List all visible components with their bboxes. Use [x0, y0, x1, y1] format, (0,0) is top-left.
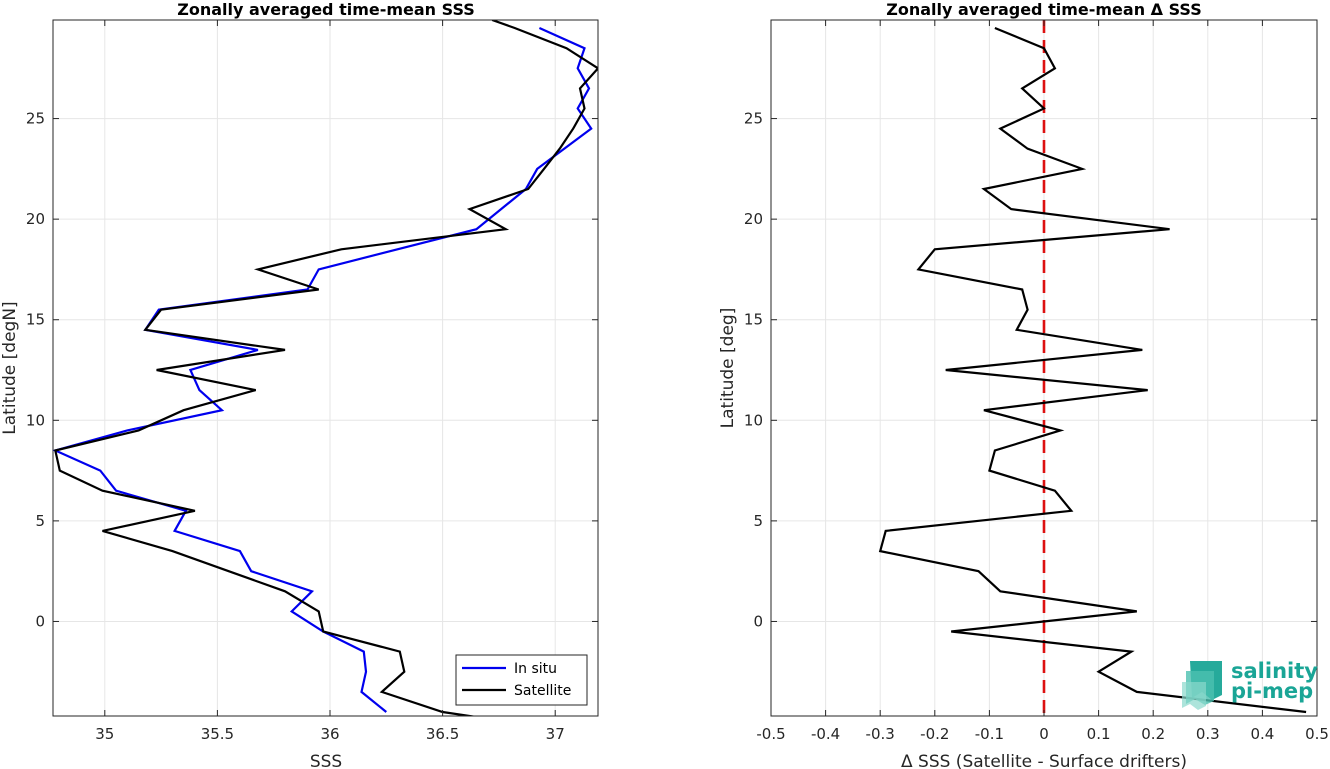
- y-tick-label: 25: [744, 110, 763, 128]
- ticks-sss: 35 35.5 36 36.5 37 0 5 10 15 20 25: [26, 20, 598, 743]
- y-tick-label: 0: [753, 612, 763, 630]
- chart-title-delta-sss: Zonally averaged time-mean Δ SSS: [886, 0, 1202, 19]
- x-tick-label: 0.2: [1141, 725, 1165, 743]
- legend-label-in-situ: In situ: [514, 661, 557, 677]
- y-tick-label: 5: [753, 512, 763, 530]
- series-group-sss: [53, 20, 598, 716]
- y-axis-label-delta-sss: Latitude [deg]: [718, 308, 738, 429]
- y-tick-label: 15: [26, 311, 45, 329]
- y-tick-label: 10: [26, 411, 45, 429]
- x-tick-label: -0.5: [756, 725, 785, 743]
- x-tick-label: 35: [95, 725, 114, 743]
- y-tick-label: 15: [744, 311, 763, 329]
- x-tick-label: 36.5: [426, 725, 459, 743]
- panel-sss: 35 35.5 36 36.5 37 0 5 10 15 20 25 Zonally average…: [0, 0, 599, 769]
- x-tick-label: 0.5: [1305, 725, 1329, 743]
- x-tick-label: 0: [1039, 725, 1049, 743]
- x-axis-label-delta-sss: Δ SSS (Satellite - Surface drifters): [901, 752, 1187, 769]
- legend-label-satellite: Satellite: [514, 683, 571, 699]
- x-tick-label: 36: [320, 725, 339, 743]
- ticks-delta-sss: -0.5 -0.4 -0.3 -0.2 -0.1 0 0.1 0.2 0.3 0.4 0.5 0 5 10…: [744, 20, 1329, 743]
- logo-wave-icon: [1182, 661, 1222, 710]
- legend-box: [455, 654, 588, 706]
- salinity-pi-mep-logo: salinity pi-mep: [1182, 659, 1318, 710]
- x-tick-label: 37: [546, 725, 565, 743]
- logo-text-line1: salinity: [1231, 659, 1318, 683]
- series-line-in-situ: [53, 26, 593, 713]
- x-tick-label: -0.2: [920, 725, 949, 743]
- chart-title-sss: Zonally averaged time-mean SSS: [177, 0, 475, 19]
- x-tick-label: 0.3: [1196, 725, 1220, 743]
- series-line-delta: [878, 26, 1307, 714]
- panel-delta-sss: -0.5 -0.4 -0.3 -0.2 -0.1 0 0.1 0.2 0.3 0.4 0.5 0 5 10…: [718, 0, 1329, 769]
- series-line-satellite: [53, 20, 598, 716]
- x-tick-label: -0.1: [975, 725, 1004, 743]
- y-tick-label: 5: [35, 512, 45, 530]
- x-tick-label: 0.1: [1087, 725, 1111, 743]
- legend: In situ Satellite: [455, 654, 588, 706]
- x-tick-label: 35.5: [201, 725, 234, 743]
- plot-area-sss: [53, 20, 598, 716]
- axes-frame-sss: [52, 19, 599, 717]
- y-axis-label-sss: Latitude [degN]: [0, 301, 20, 434]
- logo-text-line2: pi-mep: [1231, 679, 1313, 703]
- x-tick-label: -0.3: [866, 725, 895, 743]
- y-tick-label: 0: [35, 612, 45, 630]
- x-tick-label: 0.4: [1250, 725, 1274, 743]
- grid-sss: [53, 20, 598, 716]
- y-tick-label: 20: [26, 210, 45, 228]
- series-group-delta-sss: [878, 20, 1307, 716]
- y-tick-label: 10: [744, 411, 763, 429]
- x-axis-label-sss: SSS: [310, 752, 342, 769]
- y-tick-label: 25: [26, 110, 45, 128]
- x-tick-label: -0.4: [811, 725, 840, 743]
- y-tick-label: 20: [744, 210, 763, 228]
